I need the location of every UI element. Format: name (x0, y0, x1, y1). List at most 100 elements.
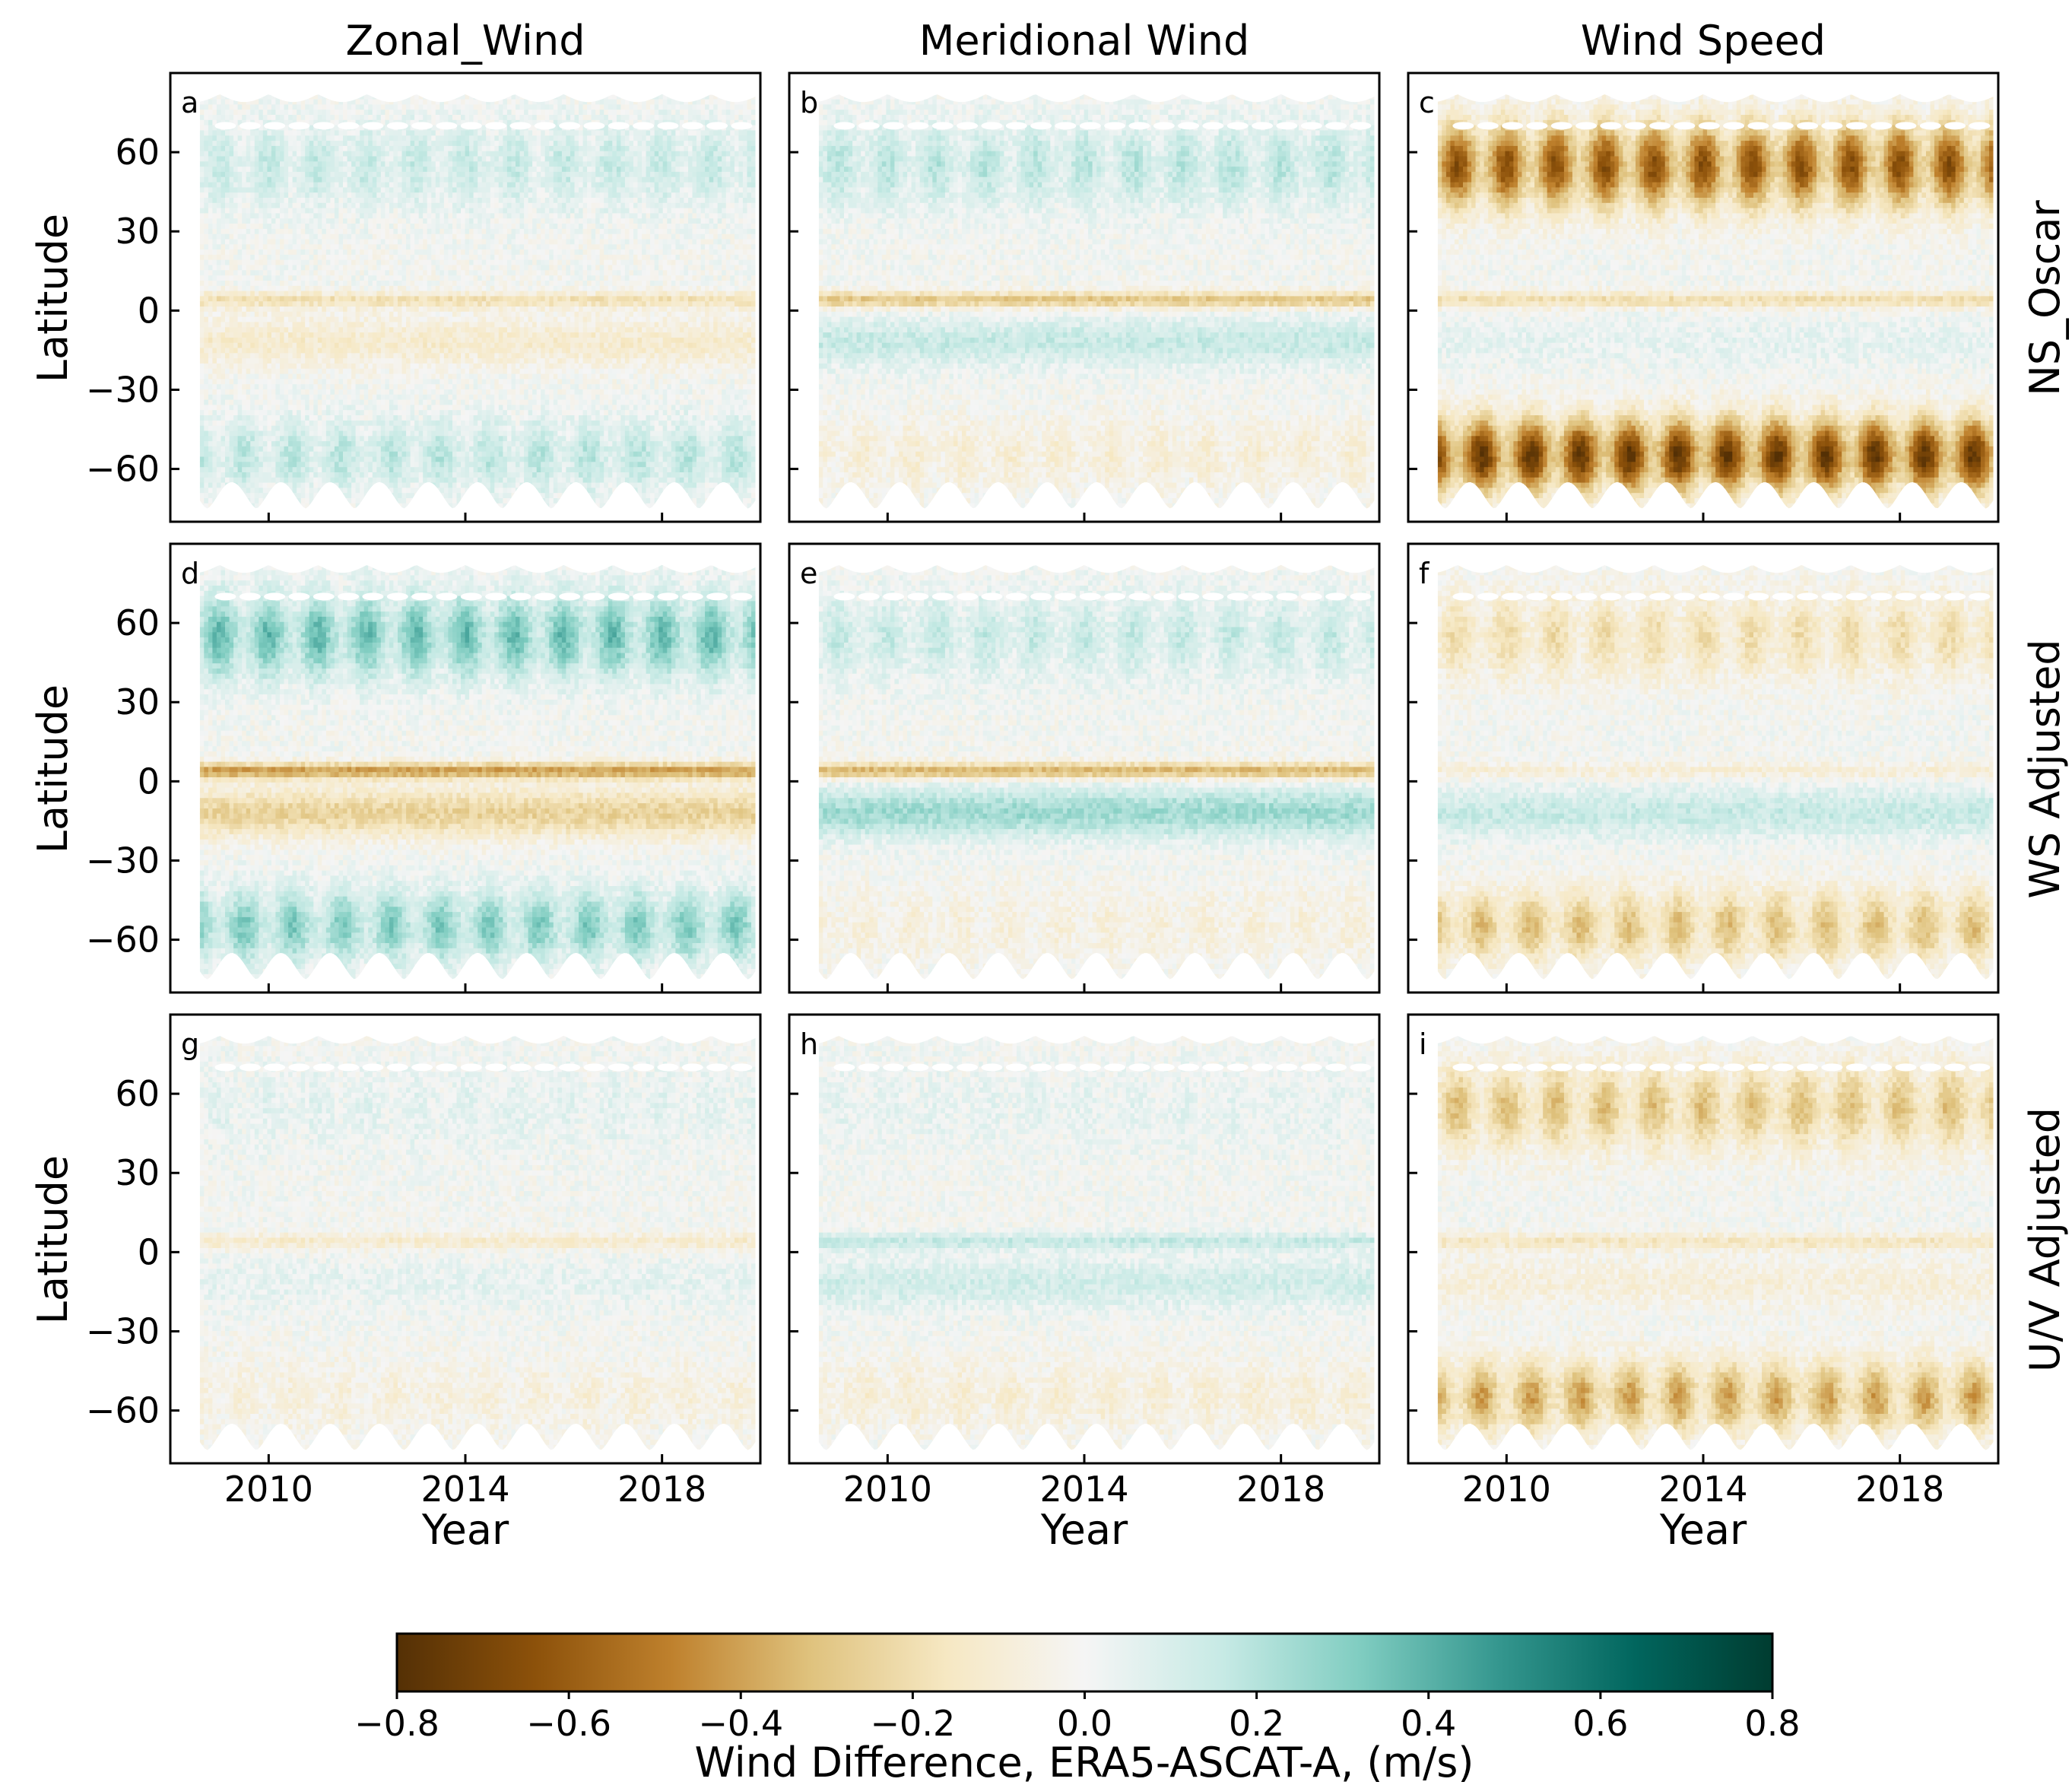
data-gap (1252, 1063, 1273, 1071)
data-gap (1325, 592, 1347, 600)
heatmap-cells (819, 565, 1375, 980)
data-gap (907, 122, 928, 129)
data-gap (1797, 1063, 1818, 1071)
data-gap (509, 592, 531, 600)
data-gap (981, 1063, 1002, 1071)
data-gap (682, 1063, 703, 1071)
data-gap (362, 592, 383, 600)
data-gap (461, 1063, 482, 1071)
data-gap (1080, 1063, 1101, 1071)
data-gap (1920, 592, 1941, 600)
panel-label: g (181, 1027, 199, 1061)
data-gap (264, 1063, 285, 1071)
data-gap (387, 1063, 408, 1071)
data-gap (313, 592, 335, 600)
data-gap (608, 592, 630, 600)
data-gap (1178, 1063, 1199, 1071)
heatmap-panel-e: e (789, 544, 1379, 993)
data-gap (559, 122, 580, 129)
heatmap-cells (200, 1036, 756, 1450)
panel-label: e (800, 557, 817, 590)
x-tick-label: 2010 (843, 1469, 932, 1510)
data-gap (1674, 592, 1695, 600)
data-gap (1723, 1063, 1744, 1071)
colorbar-tick-label: −0.4 (698, 1703, 783, 1744)
data-gap (833, 592, 855, 600)
data-gap (1104, 122, 1125, 129)
data-gap (1699, 592, 1720, 600)
heatmap-cells (1438, 565, 1994, 980)
y-tick-label: 60 (115, 1073, 160, 1114)
data-gap (1895, 122, 1916, 129)
data-gap (1502, 1063, 1523, 1071)
data-gap (240, 592, 261, 600)
colorbar: −0.8 −0.6 −0.4 −0.2 0.0 0.2 0.4 0.6 0.8 (354, 1634, 1800, 1744)
data-gap (1551, 592, 1572, 600)
data-gap (264, 122, 285, 129)
data-gap (1575, 1063, 1597, 1071)
data-gap (583, 592, 604, 600)
column-title: Zonal_Wind (345, 17, 585, 65)
data-gap (833, 1063, 855, 1071)
data-gap (240, 122, 261, 129)
data-gap (559, 1063, 580, 1071)
data-gap (1452, 1063, 1474, 1071)
data-gap (1006, 1063, 1027, 1071)
data-gap (1477, 1063, 1499, 1071)
data-gap (731, 1063, 752, 1071)
data-gap (1846, 122, 1867, 129)
data-gap (706, 592, 728, 600)
data-gap (608, 1063, 630, 1071)
x-axis-label: Year (1040, 1506, 1128, 1554)
data-gap (957, 1063, 978, 1071)
data-gap (907, 592, 928, 600)
data-gap (957, 592, 978, 600)
data-gap (362, 122, 383, 129)
data-gap (1649, 122, 1671, 129)
data-gap (1477, 592, 1499, 600)
data-gap (436, 122, 457, 129)
data-gap (883, 592, 904, 600)
data-gap (1625, 592, 1646, 600)
data-gap (1502, 122, 1523, 129)
colorbar-tick-label: −0.8 (354, 1703, 439, 1744)
data-gap (288, 1063, 309, 1071)
colorbar-tick-label: 0.6 (1572, 1703, 1628, 1744)
y-tick-label: −60 (86, 919, 160, 961)
data-gap (1006, 592, 1027, 600)
x-axis-label: Year (421, 1506, 509, 1554)
data-gap (583, 1063, 604, 1071)
colorbar-label: Wind Difference, ERA5-ASCAT-A, (m/s) (695, 1739, 1474, 1785)
y-tick-label: −30 (86, 369, 160, 410)
data-gap (1969, 1063, 1990, 1071)
data-gap (1772, 122, 1794, 129)
row-title: NS_Oscar (2021, 200, 2069, 396)
data-gap (387, 122, 408, 129)
data-gap (1350, 1063, 1371, 1071)
data-gap (1055, 592, 1076, 600)
colorbar-tick-label: 0.0 (1057, 1703, 1112, 1744)
data-gap (1030, 592, 1052, 600)
data-gap (387, 592, 408, 600)
data-gap (461, 122, 482, 129)
data-gap (932, 122, 954, 129)
heatmap-panel-b: b (789, 73, 1379, 522)
data-gap (1301, 122, 1322, 129)
data-gap (1301, 1063, 1322, 1071)
data-gap (1649, 1063, 1671, 1071)
y-tick-label: 0 (138, 290, 160, 331)
panel-label: b (800, 86, 818, 119)
data-gap (535, 122, 556, 129)
data-gap (1699, 1063, 1720, 1071)
data-gap (932, 1063, 954, 1071)
data-gap (1846, 1063, 1867, 1071)
data-gap (1821, 592, 1842, 600)
data-gap (682, 592, 703, 600)
data-gap (1871, 592, 1892, 600)
data-gap (338, 592, 359, 600)
data-gap (657, 592, 678, 600)
data-gap (1920, 1063, 1941, 1071)
data-gap (1202, 122, 1223, 129)
